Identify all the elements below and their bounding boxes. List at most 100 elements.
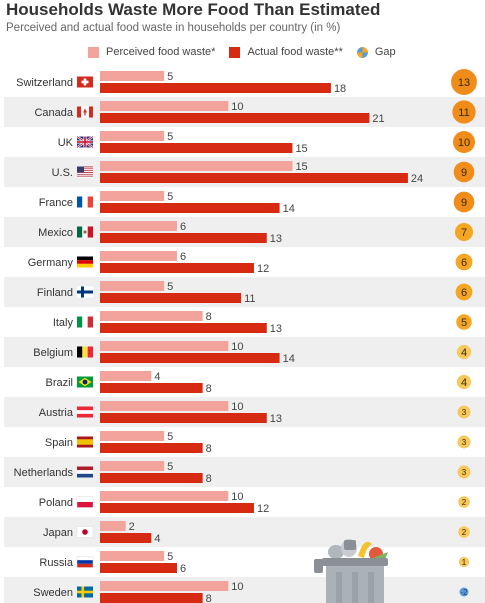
gap-bubble [457,435,471,449]
bar-perceived [100,251,177,261]
gap-bubble [455,283,473,301]
data-label-actual: 11 [244,293,255,305]
flag-icon-brazil [77,376,93,388]
country-label: UK [58,137,74,149]
gap-bubble [454,222,474,242]
legend-swatch-gap [356,46,368,58]
gap-label: 11 [458,107,469,119]
gap-label: 4 [461,347,467,359]
bar-actual [100,443,203,453]
data-label-actual: 8 [206,473,212,485]
data-label-perceived: 6 [180,251,186,263]
bar-perceived [100,341,229,351]
data-label-perceived: 10 [231,401,243,413]
country-label: Belgium [33,347,73,359]
legend-item-actual: Actual food waste** [229,46,343,58]
data-label-actual: 12 [257,263,269,275]
bar-perceived [100,311,203,321]
data-label-perceived: 4 [154,371,160,383]
country-label: Spain [45,437,73,449]
country-label: Russia [39,557,74,569]
gap-label: 9 [461,197,467,209]
gap-bubble [452,100,476,124]
flag-icon-canada [77,106,93,118]
flag-icon-mexico [77,226,93,238]
bar-actual [100,503,254,513]
legend-swatch-perceived [88,46,99,58]
bar-actual [100,563,177,573]
country-label: Mexico [38,227,73,239]
bar-actual [100,173,408,183]
data-label-actual: 14 [283,353,295,365]
gap-bubble [458,526,470,538]
flag-icon-sweden [77,586,93,598]
data-label-actual: 13 [270,413,282,425]
bar-perceived [100,221,177,231]
country-label: Germany [28,257,74,269]
legend-label-actual: Actual food waste** [247,46,343,58]
bar-perceived [100,401,229,411]
data-label-actual: 8 [206,593,212,603]
flag-icon-japan [76,526,94,538]
data-label-perceived: 10 [231,341,243,353]
bar-perceived [100,371,152,381]
data-label-actual: 12 [257,503,269,515]
data-label-actual: 18 [334,83,346,95]
gap-bubble [455,253,473,271]
bar-perceived [100,71,165,81]
gap-bubble [451,69,477,95]
flag-icon-netherlands [77,466,93,478]
chart-title: Households Waste More Food Than Estimate… [6,0,381,19]
gap-label: 9 [461,167,467,179]
country-label: France [39,197,73,209]
gap-bubble [457,465,471,479]
flag-icon-u-s- [77,166,93,178]
bar-perceived [100,581,229,591]
gap-bubble [459,587,469,597]
bar-perceived [100,461,165,471]
flag-icon-russia [76,556,94,568]
gap-label: 1 [462,558,467,567]
bar-actual [100,413,267,423]
bar-actual [100,473,203,483]
bar-perceived [100,191,165,201]
bar-actual [100,323,267,333]
country-label: Switzerland [16,77,73,89]
bar-actual [100,383,203,393]
flag-icon-finland [77,286,93,298]
gap-label: 13 [458,77,470,89]
legend-label-perceived: Perceived food waste* [106,46,216,58]
data-label-perceived: 5 [167,551,173,563]
flag-icon-belgium [77,346,93,358]
data-label-perceived: 5 [167,71,173,83]
country-label: Brazil [45,377,73,389]
row-stripe [4,457,485,487]
gap-bubble [458,496,470,508]
flag-icon-france [77,196,93,208]
bar-actual [100,533,152,543]
data-label-perceived: 8 [206,311,212,323]
bar-perceived [100,281,165,291]
data-label-actual: 13 [270,233,282,245]
bar-actual [100,113,370,123]
gap-label: -2 [460,588,468,597]
gap-bubble [456,344,472,360]
row-stripe [4,577,485,603]
data-label-actual: 8 [206,383,212,395]
bar-actual [100,293,242,303]
gap-bubble [456,374,472,390]
gap-label: 3 [462,468,467,477]
gap-label: 2 [462,528,467,537]
gap-bubble [453,161,475,183]
bar-actual [100,203,280,213]
data-label-actual: 15 [295,143,307,155]
bar-perceived [100,551,165,561]
gap-label: 7 [461,227,467,239]
data-label-perceived: 5 [167,191,173,203]
data-label-perceived: 2 [129,521,135,533]
data-label-perceived: 5 [167,281,173,293]
country-label: Austria [39,407,74,419]
flag-icon-poland [76,496,94,508]
country-label: U.S. [52,167,73,179]
